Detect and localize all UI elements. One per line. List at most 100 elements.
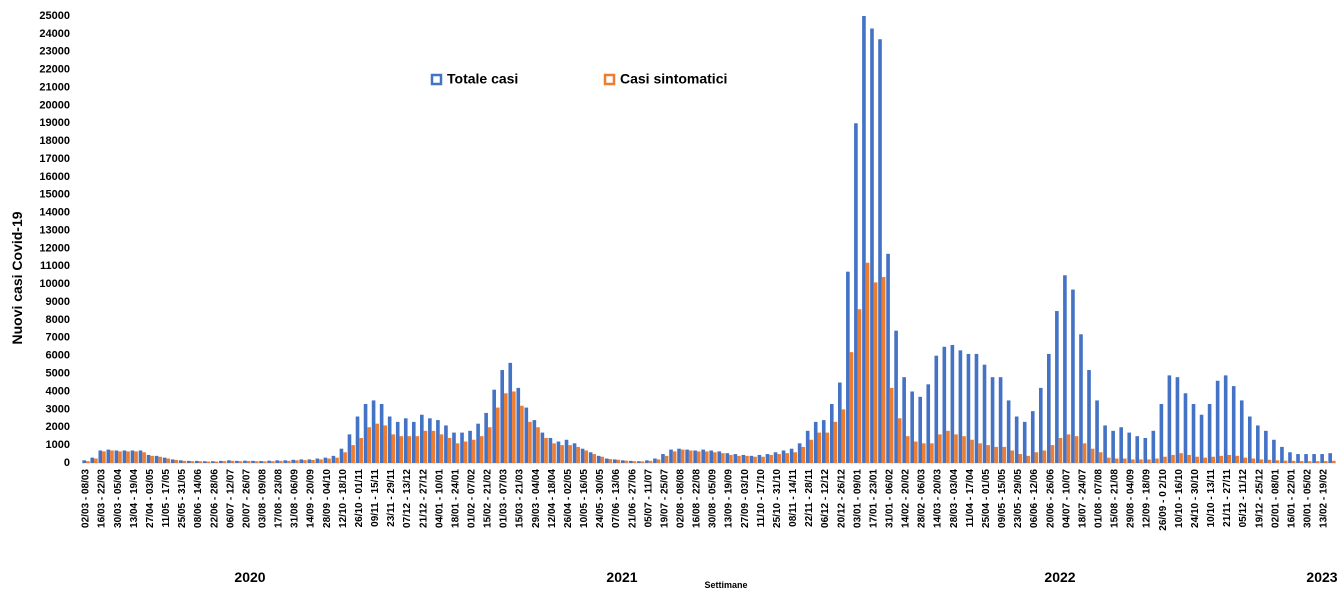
x-tick-label: 25/10 - 31/10 [772, 469, 783, 528]
bar [640, 461, 645, 463]
x-tick-label: 24/10 - 30/10 [1190, 469, 1201, 528]
bar [520, 405, 524, 463]
x-tick-label: 29/08 - 04/09 [1126, 469, 1137, 528]
x-tick-label: 26/09 - 0 2/10 [1158, 469, 1169, 531]
bar [524, 407, 529, 463]
x-tick-label: 08/11 - 14/11 [788, 469, 799, 527]
x-tick-label: 10/10 - 13/11 [1206, 469, 1217, 528]
bar [544, 437, 548, 463]
bar [431, 430, 436, 463]
bar [174, 459, 179, 463]
x-tick-label: 15/03 - 21/03 [515, 469, 526, 528]
bar [693, 450, 697, 463]
y-tick-label: 7000 [46, 332, 70, 344]
bar [620, 460, 625, 463]
x-tick-label: 24/05 - 30/05 [595, 469, 606, 528]
x-tick-label: 25/04 - 01/05 [981, 469, 992, 528]
x-tick-label: 30/08 - 05/09 [708, 469, 719, 528]
bar [974, 353, 979, 463]
x-tick-label: 22/06 - 28/06 [209, 469, 220, 528]
y-tick-label: 1000 [46, 439, 70, 451]
bar [1163, 456, 1167, 463]
bar [423, 430, 428, 463]
bar [560, 445, 564, 463]
bar [862, 16, 866, 463]
bar [600, 456, 605, 463]
bar [1243, 457, 1248, 463]
x-tick-label: 31/08 - 06/09 [290, 469, 301, 528]
bar [821, 420, 826, 463]
x-tick-label: 28/02 - 06/03 [917, 469, 928, 528]
bar [367, 427, 371, 463]
y-tick-label: 25000 [39, 10, 70, 22]
bar [194, 460, 199, 463]
bar [1167, 375, 1172, 463]
bar [455, 443, 460, 463]
bar [841, 409, 846, 463]
bar [588, 452, 593, 463]
bar [1288, 452, 1292, 463]
x-tick-label: 16/03 - 22/03 [97, 469, 108, 528]
bar [696, 451, 701, 463]
bar [311, 459, 315, 463]
bar [479, 436, 484, 463]
bar [1207, 403, 1212, 463]
bar [1119, 427, 1123, 463]
x-tick-label: 12/09 - 18/09 [1142, 469, 1153, 528]
bar [222, 461, 227, 463]
x-tick-label: 30/01 - 05/02 [1303, 469, 1314, 528]
bar [202, 461, 207, 463]
bar [1095, 400, 1099, 463]
x-tick-label: 12/04 - 18/04 [547, 469, 558, 528]
bar [468, 430, 472, 463]
bar [178, 460, 183, 463]
y-tick-label: 5000 [46, 368, 70, 380]
bar [785, 453, 789, 463]
bar [1199, 414, 1204, 463]
bar [629, 460, 633, 463]
bar [781, 450, 786, 463]
bar [1034, 452, 1039, 463]
bar [881, 277, 886, 463]
bar [962, 436, 966, 463]
bar [938, 434, 942, 463]
y-tick-label: 10000 [39, 278, 70, 290]
bar [1320, 454, 1324, 463]
bar [291, 459, 296, 463]
bar [1215, 380, 1220, 463]
bar [86, 461, 90, 463]
x-tick-label: 04/07 - 10/07 [1061, 469, 1072, 528]
x-tick-label: 11/05 - 17/05 [161, 469, 172, 528]
bar [624, 460, 629, 463]
bar [990, 377, 995, 463]
y-tick-label: 0 [64, 457, 70, 469]
bar [540, 432, 545, 463]
bar [1082, 443, 1087, 463]
x-tick-label: 28/03 - 03/04 [949, 469, 960, 528]
bar [142, 452, 146, 463]
legend-swatch [603, 73, 616, 86]
bar [954, 434, 958, 463]
bar [235, 460, 239, 463]
bar [645, 460, 649, 463]
bar [1195, 456, 1199, 463]
bar [1307, 461, 1312, 463]
x-tick-label: 14/09 - 20/09 [306, 469, 317, 528]
bar [765, 454, 770, 463]
y-tick-label: 4000 [46, 385, 70, 397]
x-tick-label: 08/06 - 14/06 [193, 469, 204, 528]
x-tick-label: 29/03 - 04/04 [531, 469, 542, 528]
y-tick-label: 8000 [46, 314, 70, 326]
bar [986, 445, 990, 463]
bar [905, 436, 910, 463]
bar [495, 407, 500, 463]
bar [351, 445, 355, 463]
bar [315, 458, 320, 463]
x-tick-label: 16/08 - 22/08 [692, 469, 703, 528]
bar [126, 451, 130, 463]
bar [773, 452, 778, 463]
bar [110, 450, 114, 463]
bar [1155, 458, 1159, 463]
bar [552, 443, 556, 463]
